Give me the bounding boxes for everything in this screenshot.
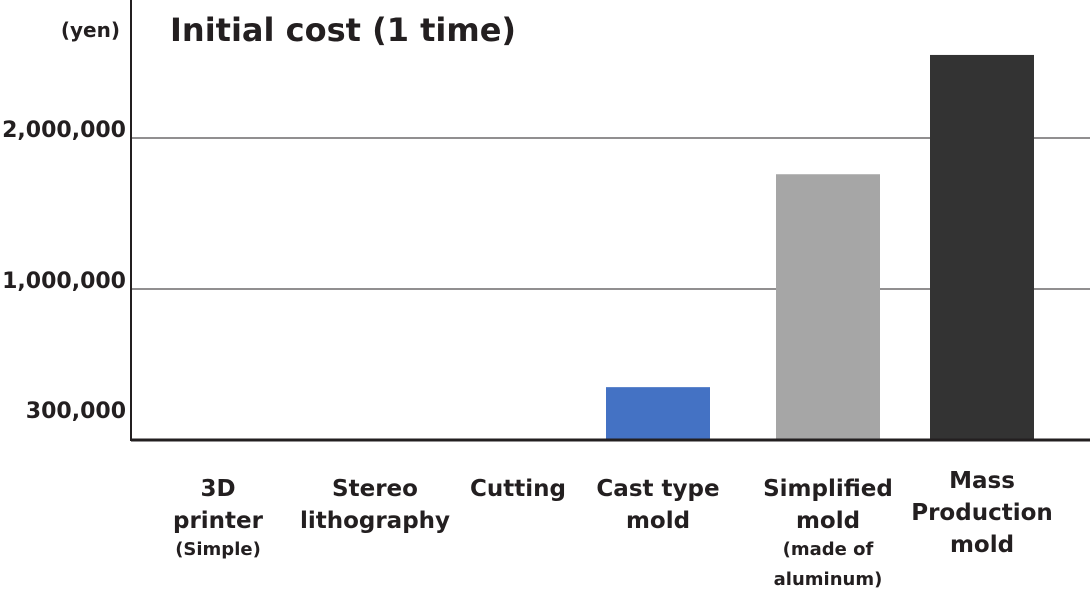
category-label: 3D printer (Simple) — [173, 476, 264, 560]
bar — [930, 54, 1034, 440]
category-label: Stereo lithography — [300, 476, 450, 534]
y-tick-label: 2,000,000 — [2, 118, 126, 143]
bar — [606, 387, 710, 440]
category-label: Cast type mold — [596, 476, 719, 534]
bars — [606, 54, 1034, 441]
category-labels: 3D printer (Simple) Stereo lithography Cuttin… — [173, 468, 1053, 590]
chart-title: Initial cost (1 time) — [170, 11, 516, 49]
y-tick-label: 300,000 — [26, 399, 126, 424]
y-unit-label: (yen) — [61, 18, 120, 42]
category-label: Simplified mold (made of aluminum) — [763, 476, 893, 590]
bar — [776, 174, 880, 441]
y-tick-label: 1,000,000 — [2, 269, 126, 294]
y-tick-labels: 300,000 1,000,000 2,000,000 — [2, 118, 126, 424]
category-label: Cutting — [470, 476, 566, 502]
category-label: Mass Production mold — [911, 468, 1053, 558]
